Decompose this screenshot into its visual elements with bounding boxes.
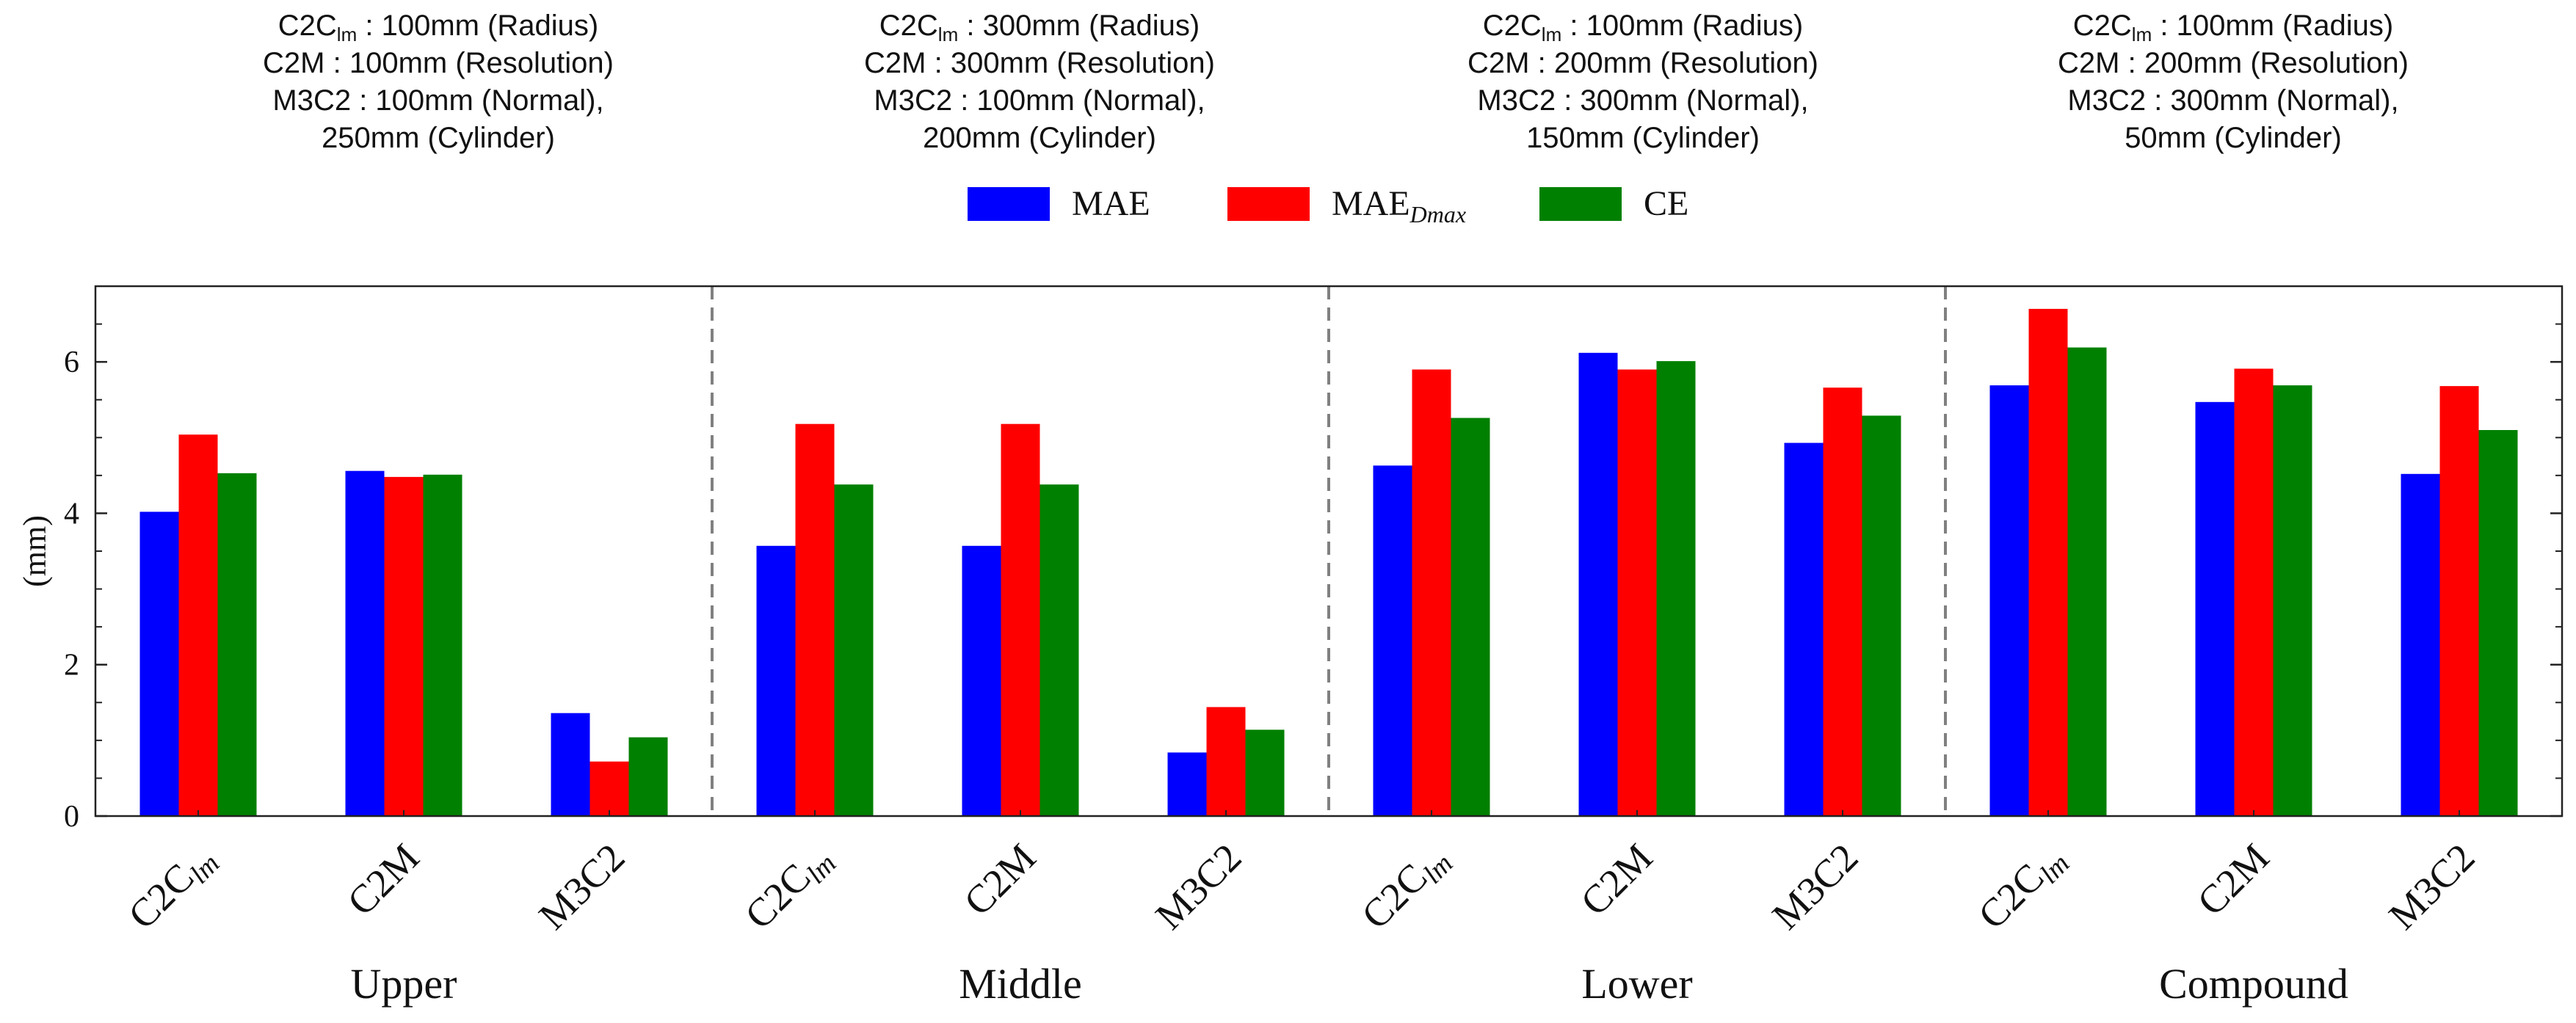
group-annotation-line: 200mm (Cylinder) bbox=[923, 122, 1156, 154]
x-tick-label: M3C2 bbox=[1763, 835, 1866, 938]
bar-upper-m3c2-mae-dmax bbox=[589, 761, 629, 816]
group-name-label: Lower bbox=[1581, 960, 1692, 1008]
bar-compound-m3c2-ce bbox=[2478, 430, 2518, 816]
group-name-label: Compound bbox=[2159, 960, 2348, 1008]
group-annotation-line: C2Clm : 100mm (Radius) bbox=[1483, 10, 1803, 45]
x-tick-label: C2M bbox=[1572, 835, 1661, 924]
group-annotation-line: M3C2 : 100mm (Normal), bbox=[272, 84, 603, 117]
x-tick-label: C2Clm bbox=[736, 835, 842, 941]
y-axis-label: (mm) bbox=[17, 515, 53, 587]
bar-lower-c2m-ce bbox=[1656, 361, 1696, 817]
group-annotation-line: C2M : 200mm (Resolution) bbox=[2058, 47, 2409, 79]
legend-swatch-mae bbox=[968, 187, 1050, 221]
group-annotation-line: C2Clm : 300mm (Radius) bbox=[879, 10, 1200, 45]
bar-upper-c2c-mae-dmax bbox=[178, 434, 218, 816]
bar-compound-m3c2-mae bbox=[2401, 473, 2440, 816]
bar-upper-c2m-mae bbox=[345, 470, 385, 816]
bar-middle-m3c2-ce bbox=[1245, 729, 1285, 816]
group-annotation-line: C2M : 300mm (Resolution) bbox=[864, 47, 1215, 79]
bar-lower-c2c-mae bbox=[1373, 465, 1412, 816]
bar-middle-c2c-mae-dmax bbox=[795, 423, 835, 816]
bar-lower-m3c2-ce bbox=[1862, 415, 1901, 816]
group-name-label: Middle bbox=[959, 960, 1082, 1008]
bar-middle-c2m-ce bbox=[1040, 484, 1079, 816]
bar-lower-c2m-mae bbox=[1578, 352, 1618, 816]
bar-middle-c2m-mae bbox=[962, 545, 1001, 816]
group-annotation-line: 250mm (Cylinder) bbox=[322, 122, 555, 154]
bar-compound-m3c2-mae-dmax bbox=[2439, 386, 2479, 816]
bar-lower-c2c-ce bbox=[1451, 418, 1490, 816]
group-annotations: C2Clm : 100mm (Radius)C2M : 100mm (Resol… bbox=[263, 10, 2409, 154]
legend-label-ce: CE bbox=[1644, 184, 1688, 223]
group-annotation-line: M3C2 : 300mm (Normal), bbox=[2067, 84, 2398, 117]
bars bbox=[139, 308, 2518, 817]
y-tick-label: 4 bbox=[64, 497, 79, 531]
bar-compound-c2m-mae-dmax bbox=[2234, 368, 2274, 816]
group-annotation-line: 50mm (Cylinder) bbox=[2125, 122, 2342, 154]
group-annotation-line: C2M : 200mm (Resolution) bbox=[1467, 47, 1818, 79]
bar-lower-c2c-mae-dmax bbox=[1412, 369, 1451, 816]
bar-compound-c2c-ce bbox=[2067, 347, 2107, 816]
y-tick-label: 2 bbox=[64, 649, 79, 682]
bar-upper-c2c-mae bbox=[139, 512, 179, 816]
x-tick-label: C2Clm bbox=[1353, 835, 1459, 941]
x-tick-label: M3C2 bbox=[1147, 835, 1249, 938]
x-tick-label: C2M bbox=[339, 835, 428, 924]
group-annotation-line: 150mm (Cylinder) bbox=[1526, 122, 1760, 154]
legend-swatch-ce bbox=[1539, 187, 1622, 221]
bar-lower-m3c2-mae bbox=[1784, 443, 1824, 816]
group-annotation-line: M3C2 : 100mm (Normal), bbox=[874, 84, 1205, 117]
group-annotation-line: C2Clm : 100mm (Radius) bbox=[278, 10, 598, 45]
bar-middle-c2c-mae bbox=[756, 545, 796, 816]
group-name-label: Upper bbox=[351, 960, 457, 1008]
bar-lower-m3c2-mae-dmax bbox=[1823, 387, 1862, 816]
bar-upper-m3c2-mae bbox=[551, 713, 590, 816]
legend-label-mae: MAE bbox=[1072, 184, 1150, 223]
bar-lower-c2m-mae-dmax bbox=[1617, 369, 1657, 816]
bar-upper-c2m-ce bbox=[423, 474, 462, 816]
legend-swatch-mae-dmax bbox=[1227, 187, 1310, 221]
x-tick-label: C2M bbox=[956, 835, 1045, 924]
bar-upper-m3c2-ce bbox=[628, 737, 668, 816]
legend: MAE MAEDmax CE bbox=[968, 184, 1688, 227]
group-annotation-line: C2Clm : 100mm (Radius) bbox=[2073, 10, 2393, 45]
bar-compound-c2m-ce bbox=[2273, 385, 2312, 816]
bar-compound-c2c-mae bbox=[1989, 385, 2029, 816]
bar-middle-c2c-ce bbox=[834, 484, 874, 816]
bar-middle-m3c2-mae-dmax bbox=[1206, 707, 1246, 816]
bar-middle-m3c2-mae bbox=[1167, 752, 1207, 816]
bar-compound-c2c-mae-dmax bbox=[2028, 308, 2068, 816]
x-tick-label: M3C2 bbox=[2380, 835, 2483, 938]
x-tick-label: C2M bbox=[2189, 835, 2278, 924]
bar-middle-c2m-mae-dmax bbox=[1001, 423, 1040, 816]
bar-compound-c2m-mae bbox=[2195, 401, 2235, 816]
group-annotation-line: C2M : 100mm (Resolution) bbox=[263, 47, 614, 79]
y-tick-label: 0 bbox=[64, 800, 79, 834]
bar-upper-c2m-mae-dmax bbox=[384, 476, 424, 816]
x-tick-label: C2Clm bbox=[1970, 835, 2075, 941]
y-tick-label: 6 bbox=[64, 346, 79, 379]
legend-label-mae-dmax: MAEDmax bbox=[1332, 184, 1466, 227]
x-tick-label: M3C2 bbox=[530, 835, 633, 938]
x-tick-label: C2Clm bbox=[120, 835, 225, 941]
group-annotation-line: M3C2 : 300mm (Normal), bbox=[1477, 84, 1808, 117]
bar-upper-c2c-ce bbox=[217, 473, 257, 816]
axes bbox=[94, 285, 2564, 818]
